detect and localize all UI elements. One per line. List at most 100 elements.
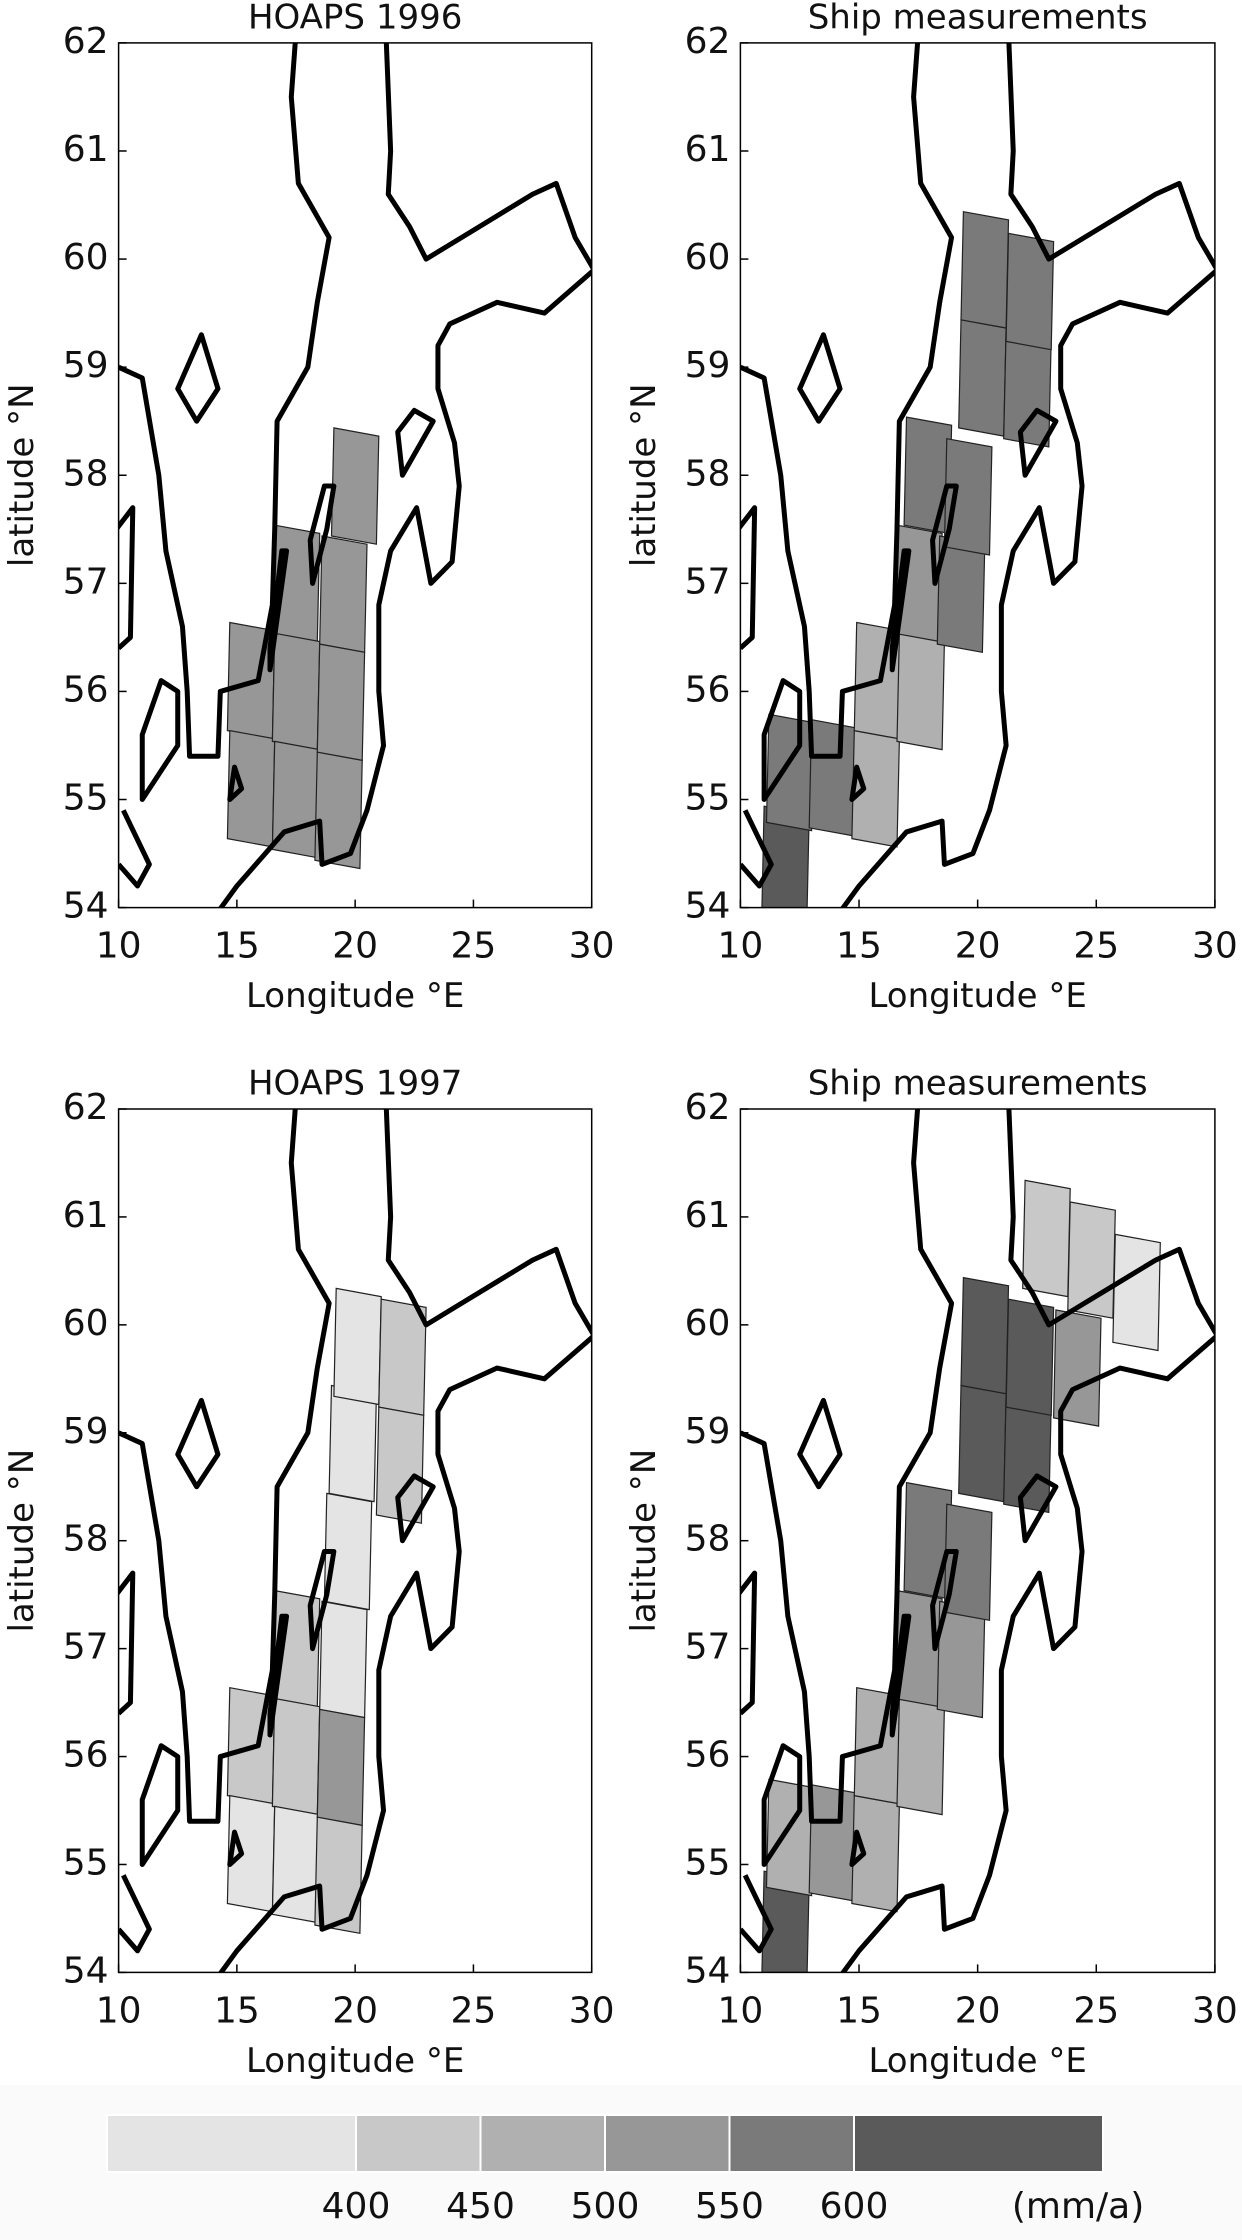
y-tick-label: 62 [63,21,109,62]
panel-title: Ship measurements [808,1064,1148,1104]
grid-cell [314,751,363,870]
y-tick-label: 61 [685,1195,731,1236]
grid-cell [330,427,380,545]
map-area [740,1109,1215,1973]
colorbar-segment [355,2114,482,2173]
y-tick-label: 58 [63,1519,109,1560]
grid-cell [903,416,953,535]
y-tick-label: 60 [63,237,109,278]
y-tick-label: 62 [685,21,731,62]
grid-cell [958,1384,1007,1503]
y-tick-label: 61 [63,1195,109,1236]
y-tick-label: 62 [685,1087,731,1128]
y-tick-label: 55 [63,1842,109,1883]
y-tick-label: 54 [685,886,731,927]
grid-cell [316,643,366,762]
x-tick-label: 15 [836,1990,882,2031]
grid-cell [896,1697,946,1816]
grid-cell [765,713,815,832]
y-tick-label: 57 [63,561,109,602]
x-tick-label: 10 [96,1990,142,2031]
x-tick-label: 20 [955,1990,1001,2031]
y-tick-label: 61 [63,129,109,170]
y-axis-label: latitude °N [2,1449,42,1633]
grid-cell [316,1708,366,1827]
colorbar-tick-label: 500 [571,2186,640,2227]
y-tick-label: 57 [685,561,731,602]
grid-cell [1005,232,1055,351]
colorbar-segment [479,2114,606,2173]
colorbar-segment [853,2114,1104,2173]
x-tick-label: 15 [214,1990,260,2031]
y-tick-label: 59 [63,345,109,386]
grid-cell [903,1481,953,1600]
x-tick-label: 25 [1073,926,1119,967]
x-tick-label: 25 [1073,1990,1119,2031]
x-tick-label: 30 [569,926,615,967]
grid-cell [958,319,1007,437]
colorbar-segment [604,2114,731,2173]
y-tick-label: 56 [63,1735,109,1776]
x-axis-label: Longitude °E [246,2041,464,2081]
x-tick-label: 10 [96,926,142,967]
grid-cell [1022,1179,1071,1298]
colorbar-tick-label: 400 [322,2186,391,2227]
grid-cell [319,535,368,654]
grid-cell [226,729,276,848]
grid-cell [960,1276,1010,1395]
grid-cell [765,1778,815,1897]
grid-cell [851,729,901,848]
y-tick-label: 60 [685,1303,731,1344]
colorbar-tick-label: 600 [820,2186,889,2227]
x-axis-label: Longitude °E [246,976,464,1016]
y-tick-label: 60 [63,1303,109,1344]
y-axis-label: latitude °N [2,383,42,567]
colorbar-unit: (mm/a) [1012,2186,1144,2227]
x-tick-label: 30 [569,1990,615,2031]
grid-cell [378,1298,427,1417]
y-tick-label: 59 [685,1411,731,1452]
y-tick-label: 59 [63,1411,109,1452]
grid-cell [375,1406,425,1524]
x-axis-label: Longitude °E [868,976,1086,1016]
panel-title: Ship measurements [808,0,1148,37]
grid-cell [960,210,1010,329]
colorbar-tick-label: 450 [446,2186,515,2227]
panel-title: HOAPS 1996 [248,0,462,37]
grid-cell [1052,1309,1102,1427]
x-tick-label: 10 [717,926,763,967]
grid-cell [896,632,946,751]
y-tick-label: 55 [685,1842,731,1883]
y-tick-label: 58 [63,453,109,494]
grid-cell [333,1287,382,1406]
y-tick-label: 58 [685,1519,731,1560]
panel-title: HOAPS 1997 [248,1064,462,1104]
x-tick-label: 20 [955,926,1001,967]
grid-cell [808,1784,858,1902]
y-tick-label: 54 [63,1950,109,1991]
y-tick-label: 56 [63,669,109,710]
map-area [118,42,592,908]
grid-cell [1005,1298,1055,1417]
colorbar-tick-label: 550 [695,2186,764,2227]
y-tick-label: 61 [685,129,731,170]
grid-cell [226,1794,276,1913]
y-tick-label: 57 [685,1627,731,1668]
y-tick-label: 56 [685,669,731,710]
x-tick-label: 25 [451,926,497,967]
x-tick-label: 15 [836,926,882,967]
y-axis-label: latitude °N [624,1449,664,1633]
y-tick-label: 57 [63,1627,109,1668]
grid-cell [1112,1233,1161,1352]
y-tick-label: 58 [685,453,731,494]
x-tick-label: 20 [332,1990,378,2031]
x-tick-label: 20 [332,926,378,967]
colorbar-segment [106,2114,357,2173]
colorbar-segment [728,2114,855,2173]
y-tick-label: 62 [63,1087,109,1128]
x-tick-label: 30 [1192,1990,1238,2031]
y-tick-label: 60 [685,237,731,278]
x-tick-label: 25 [451,1990,497,2031]
x-axis-label: Longitude °E [868,2041,1086,2081]
